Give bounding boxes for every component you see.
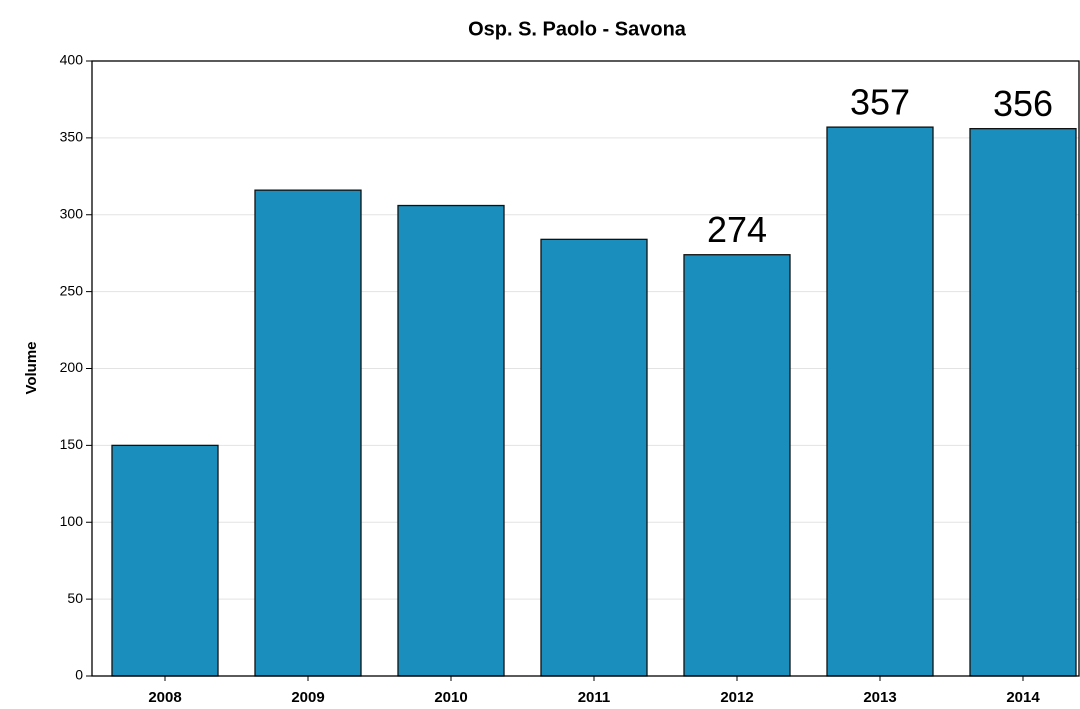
y-tick-label: 150 xyxy=(60,436,84,452)
bar xyxy=(397,204,505,677)
bar xyxy=(254,189,362,677)
y-tick-label: 400 xyxy=(60,52,84,68)
data-label: 274 xyxy=(707,209,767,250)
bar xyxy=(826,126,934,677)
y-tick-label: 50 xyxy=(67,590,83,606)
bar xyxy=(683,254,791,677)
x-tick-label: 2008 xyxy=(148,689,181,706)
plot-frame xyxy=(91,60,1080,677)
bar xyxy=(969,127,1077,677)
data-label: 357 xyxy=(850,82,910,123)
y-tick-label: 350 xyxy=(60,129,84,145)
data-label: 356 xyxy=(993,83,1053,124)
x-tick-label: 2013 xyxy=(863,689,896,706)
x-tick-label: 2014 xyxy=(1006,689,1040,706)
y-tick-label: 250 xyxy=(60,282,84,298)
x-tick-label: 2009 xyxy=(291,689,324,706)
y-tick-label: 200 xyxy=(60,359,84,375)
y-axis-label: Volume xyxy=(23,341,40,394)
chart-title: Osp. S. Paolo - Savona xyxy=(468,18,687,40)
x-tick-label: 2011 xyxy=(578,689,611,706)
y-tick-label: 100 xyxy=(60,513,84,529)
x-tick-label: 2010 xyxy=(434,689,467,706)
y-tick-label: 300 xyxy=(60,205,84,221)
bar xyxy=(111,444,219,677)
bar xyxy=(540,238,648,677)
y-tick-label: 0 xyxy=(75,667,83,683)
x-tick-label: 2012 xyxy=(720,689,753,706)
